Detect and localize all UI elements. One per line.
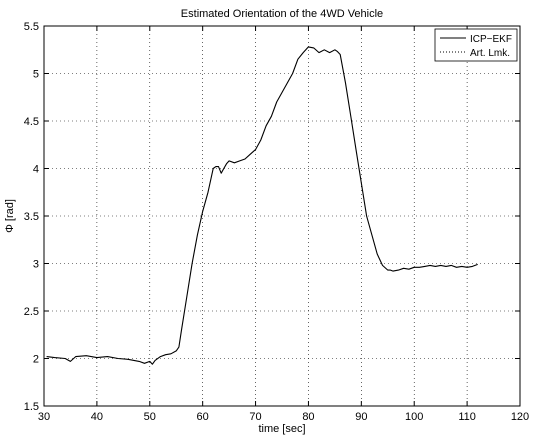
x-tick-label: 120	[511, 411, 529, 423]
x-axis-title: time [sec]	[258, 423, 305, 435]
legend-label-art-lmk: Art. Lmk.	[470, 48, 510, 59]
y-tick-label: 2	[33, 354, 39, 366]
y-tick-label: 3	[33, 259, 39, 271]
series-layer	[46, 46, 478, 365]
x-tick-label: 30	[38, 411, 50, 423]
y-tick-label: 1.5	[24, 401, 39, 413]
y-tick-label: 4.5	[24, 116, 39, 128]
series-line-icp-ekf	[46, 46, 478, 365]
ticks: 30 40 50 60 70 80 90 100 110 120 1.5 2 2.5 3 3.5 4 4.5 5 5…	[24, 21, 529, 423]
chart-title: Estimated Orientation of the 4WD Vehicle	[181, 8, 383, 20]
x-tick-label: 110	[458, 411, 476, 423]
x-tick-label: 90	[355, 411, 367, 423]
y-tick-label: 5	[33, 69, 39, 81]
x-tick-label: 40	[91, 411, 103, 423]
x-tick-label: 60	[197, 411, 209, 423]
legend-label-icp-ekf: ICP−EKF	[470, 34, 512, 45]
legend: ICP−EKF Art. Lmk.	[434, 28, 518, 62]
y-tick-label: 2.5	[24, 306, 39, 318]
y-axis-title: Φ [rad]	[4, 199, 16, 233]
y-tick-label: 5.5	[24, 21, 39, 33]
grid	[44, 26, 520, 406]
y-tick-label: 4	[33, 164, 39, 176]
x-tick-label: 100	[405, 411, 423, 423]
legend-box	[434, 28, 518, 62]
x-tick-label: 70	[249, 411, 261, 423]
y-tick-label: 3.5	[24, 211, 39, 223]
x-tick-label: 50	[144, 411, 156, 423]
x-tick-label: 80	[302, 411, 314, 423]
